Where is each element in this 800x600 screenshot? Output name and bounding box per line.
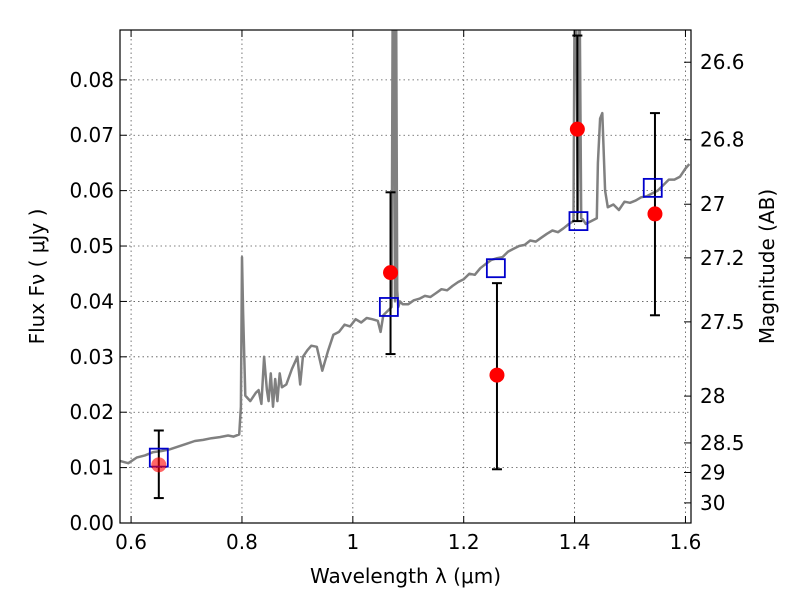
y2-tick-label: 26.6 <box>700 50 745 74</box>
x-tick-label: 1 <box>346 530 359 554</box>
y-tick-label: 0.08 <box>69 68 114 92</box>
observed-flux-point <box>489 367 505 383</box>
x-axis: 0.6 0.8 1 1.2 1.4 1.6 <box>115 30 701 554</box>
x-tick-label: 1.4 <box>559 530 591 554</box>
spectrum-line <box>120 30 691 465</box>
model-square-point <box>568 211 589 232</box>
grid-layer <box>120 30 691 524</box>
y-tick-label: 0.07 <box>69 123 114 147</box>
observed-flux-point <box>151 457 167 473</box>
y-tick-label: 0.01 <box>69 456 114 480</box>
model-square-point <box>642 177 663 198</box>
x-tick-label: 0.8 <box>226 530 258 554</box>
y-axis-title: Flux Fν ( μJy ) <box>25 209 49 345</box>
y2-tick-label: 27.2 <box>700 246 745 270</box>
y-tick-label: 0.02 <box>69 400 114 424</box>
y2-tick-label: 28 <box>700 384 725 408</box>
y2-tick-label: 26.8 <box>700 128 745 152</box>
y-tick-label: 0.03 <box>69 345 114 369</box>
y2-tick-label: 29 <box>700 460 725 484</box>
x-tick-label: 1.2 <box>448 530 480 554</box>
x-tick-label: 1.6 <box>670 530 702 554</box>
y-tick-label: 0.06 <box>69 179 114 203</box>
x-axis-title: Wavelength λ (μm) <box>310 564 501 588</box>
y-axis-right: 26.6 26.8 27 27.2 27.5 28 28.5 29 30 <box>684 50 745 515</box>
y2-axis-title: Magnitude (AB) <box>755 189 779 344</box>
y-axis-left: 0.00 0.01 0.02 0.03 0.04 0.05 0.06 0.07 0.08 <box>69 68 127 535</box>
y2-tick-label: 30 <box>700 491 725 515</box>
observed-flux-point <box>647 206 663 222</box>
series-layer <box>120 30 691 500</box>
y-tick-label: 0.00 <box>69 511 114 535</box>
observed-flux-point <box>383 265 399 281</box>
y-tick-label: 0.04 <box>69 289 114 313</box>
y2-tick-label: 28.5 <box>700 431 745 455</box>
y2-tick-label: 27 <box>700 192 725 216</box>
y-tick-label: 0.05 <box>69 234 114 258</box>
x-tick-label: 0.6 <box>115 530 147 554</box>
y2-tick-label: 27.5 <box>700 310 745 334</box>
plot-frame <box>119 29 692 524</box>
model-square-point <box>485 258 506 279</box>
model-square-point <box>378 297 399 317</box>
observed-flux-point <box>569 121 585 137</box>
